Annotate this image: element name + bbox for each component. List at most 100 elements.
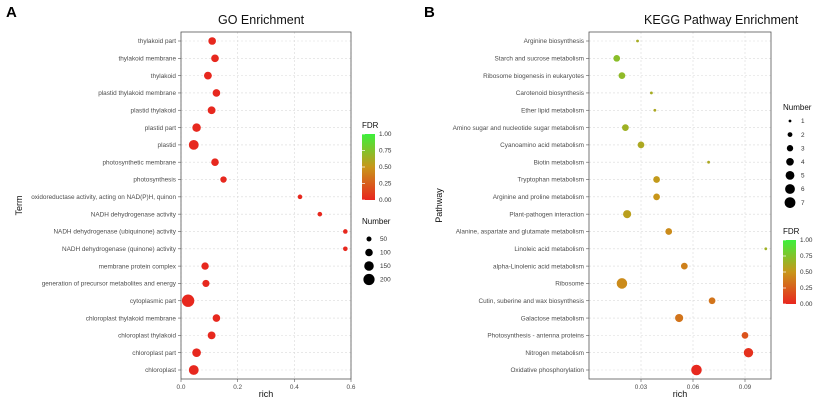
x-tick-label: 0.0 bbox=[177, 384, 186, 391]
size-legend-dot bbox=[785, 171, 795, 180]
data-point bbox=[622, 124, 629, 131]
y-tick-label: NADH dehydrogenase activity bbox=[91, 211, 177, 218]
y-tick-label: generation of precursor metabolites and … bbox=[42, 281, 177, 288]
y-tick-label: chloroplast thylakoid bbox=[118, 333, 176, 340]
x-axis-title: rich bbox=[673, 389, 688, 399]
color-legend-label: 1.00 bbox=[379, 131, 392, 138]
x-tick-label: 0.06 bbox=[687, 384, 700, 391]
data-point bbox=[212, 314, 221, 322]
data-point bbox=[207, 106, 216, 115]
data-point bbox=[653, 108, 657, 112]
size-legend-dot bbox=[786, 145, 794, 152]
y-tick-label: thylakoid membrane bbox=[118, 56, 176, 63]
data-point bbox=[637, 141, 645, 149]
size-legend-dot bbox=[788, 119, 792, 123]
y-tick-label: chloroplast bbox=[145, 367, 176, 374]
y-tick-label: Starch and sucrose metabolism bbox=[494, 56, 584, 63]
data-point bbox=[202, 279, 210, 288]
data-point bbox=[343, 246, 348, 252]
y-tick-label: plastid bbox=[158, 142, 177, 149]
size-legend-label: 5 bbox=[801, 173, 805, 180]
data-point bbox=[708, 297, 716, 305]
y-tick-label: Oxidative phosphorylation bbox=[510, 367, 584, 374]
y-tick-label: chloroplast part bbox=[132, 350, 176, 357]
size-legend-dot bbox=[363, 273, 375, 286]
y-tick-label: alpha-Linolenic acid metabolism bbox=[493, 263, 584, 270]
y-tick-label: Cutin, suberine and wax biosynthesis bbox=[478, 298, 584, 305]
plot-frame bbox=[180, 31, 352, 380]
size-legend-dot bbox=[785, 184, 795, 194]
data-point bbox=[623, 210, 632, 219]
data-point bbox=[203, 71, 212, 80]
size-legend-label: 100 bbox=[380, 250, 391, 257]
color-legend-label: 0.25 bbox=[800, 285, 813, 292]
size-legend-label: 1 bbox=[801, 118, 805, 125]
size-legend-label: 200 bbox=[380, 277, 391, 284]
data-point bbox=[211, 54, 219, 63]
size-legend-title: Number bbox=[362, 217, 391, 226]
data-point bbox=[188, 139, 199, 150]
y-tick-label: Ether lipid metabolism bbox=[521, 107, 584, 114]
color-legend-label: 0.25 bbox=[379, 181, 392, 188]
size-legend-dot bbox=[784, 197, 796, 209]
y-tick-label: Ribosome bbox=[555, 281, 584, 288]
data-point bbox=[192, 123, 201, 132]
kegg-pathway-chart: KEGG Pathway Enrichment Arginine biosynth… bbox=[434, 13, 813, 399]
y-tick-label: plastid part bbox=[145, 125, 176, 132]
y-tick-label: chloroplast thylakoid membrane bbox=[86, 315, 177, 322]
data-point bbox=[616, 278, 628, 289]
size-legend-label: 50 bbox=[380, 236, 388, 243]
y-tick-label: NADH dehydrogenase (quinone) activity bbox=[62, 246, 177, 253]
color-legend-title: FDR bbox=[783, 227, 800, 236]
size-legend-dot bbox=[366, 236, 372, 242]
data-point bbox=[208, 37, 216, 45]
go-enrichment-chart: GO Enrichment thylakoid part thylakoid mem… bbox=[14, 13, 392, 399]
y-tick-label: Photosynthesis - antenna proteins bbox=[487, 333, 584, 340]
color-legend-label: 0.00 bbox=[800, 301, 813, 308]
data-point bbox=[211, 158, 219, 167]
y-tick-label: Linoleic acid metabolism bbox=[514, 246, 584, 253]
y-tick-label: Galactose metabolism bbox=[521, 315, 584, 322]
chart-title: KEGG Pathway Enrichment bbox=[644, 13, 799, 27]
y-tick-label: Carotenoid biosynthesis bbox=[516, 90, 584, 97]
y-tick-label: cytoplasmic part bbox=[130, 298, 176, 305]
size-legend-dot bbox=[365, 248, 373, 257]
y-tick-label: thylakoid part bbox=[138, 38, 176, 45]
data-point bbox=[636, 39, 639, 43]
y-tick-label: Arginine biosynthesis bbox=[524, 38, 584, 45]
size-legend-label: 6 bbox=[801, 186, 805, 193]
size-legend-dot bbox=[364, 261, 374, 271]
x-tick-label: 0.2 bbox=[233, 384, 242, 391]
size-legend-title: Number bbox=[783, 103, 812, 112]
data-point bbox=[743, 347, 754, 358]
y-tick-label: thylakoid bbox=[151, 73, 177, 80]
y-tick-label: Nitrogen metabolism bbox=[525, 350, 584, 357]
size-legend-label: 4 bbox=[801, 159, 805, 166]
y-tick-label: oxidoreductase activity, acting on NAD(P… bbox=[31, 194, 176, 201]
data-point bbox=[653, 176, 660, 183]
x-tick-label: 0.6 bbox=[347, 384, 356, 391]
y-tick-label: Tryptophan metabolism bbox=[517, 177, 584, 184]
y-axis-title: Pathway bbox=[434, 188, 444, 223]
data-point bbox=[680, 262, 688, 270]
y-tick-label: Amino sugar and nucleotide sugar metabol… bbox=[453, 125, 584, 132]
data-point bbox=[212, 89, 221, 97]
color-legend-bar bbox=[783, 240, 796, 304]
y-tick-label: photosynthesis bbox=[133, 177, 176, 184]
color-legend-label: 0.50 bbox=[379, 164, 392, 171]
y-tick-label: Arginine and proline metabolism bbox=[493, 194, 584, 201]
y-tick-label: Plant-pathogen interaction bbox=[509, 211, 584, 218]
color-legend-label: 0.75 bbox=[800, 253, 813, 260]
color-legend-title: FDR bbox=[362, 121, 379, 130]
data-point bbox=[653, 193, 660, 201]
data-point bbox=[618, 72, 626, 79]
data-point bbox=[665, 228, 673, 235]
data-point bbox=[650, 91, 653, 95]
data-point bbox=[675, 313, 684, 323]
panel-b-letter: B bbox=[424, 4, 435, 21]
color-legend-label: 1.00 bbox=[800, 237, 813, 244]
y-tick-label: photosynthetic membrane bbox=[102, 159, 176, 166]
y-tick-label: plastid thylakoid membrane bbox=[98, 90, 176, 97]
size-legend-label: 3 bbox=[801, 145, 805, 152]
y-tick-label: Ribosome biogenesis in eukaryotes bbox=[483, 73, 584, 80]
